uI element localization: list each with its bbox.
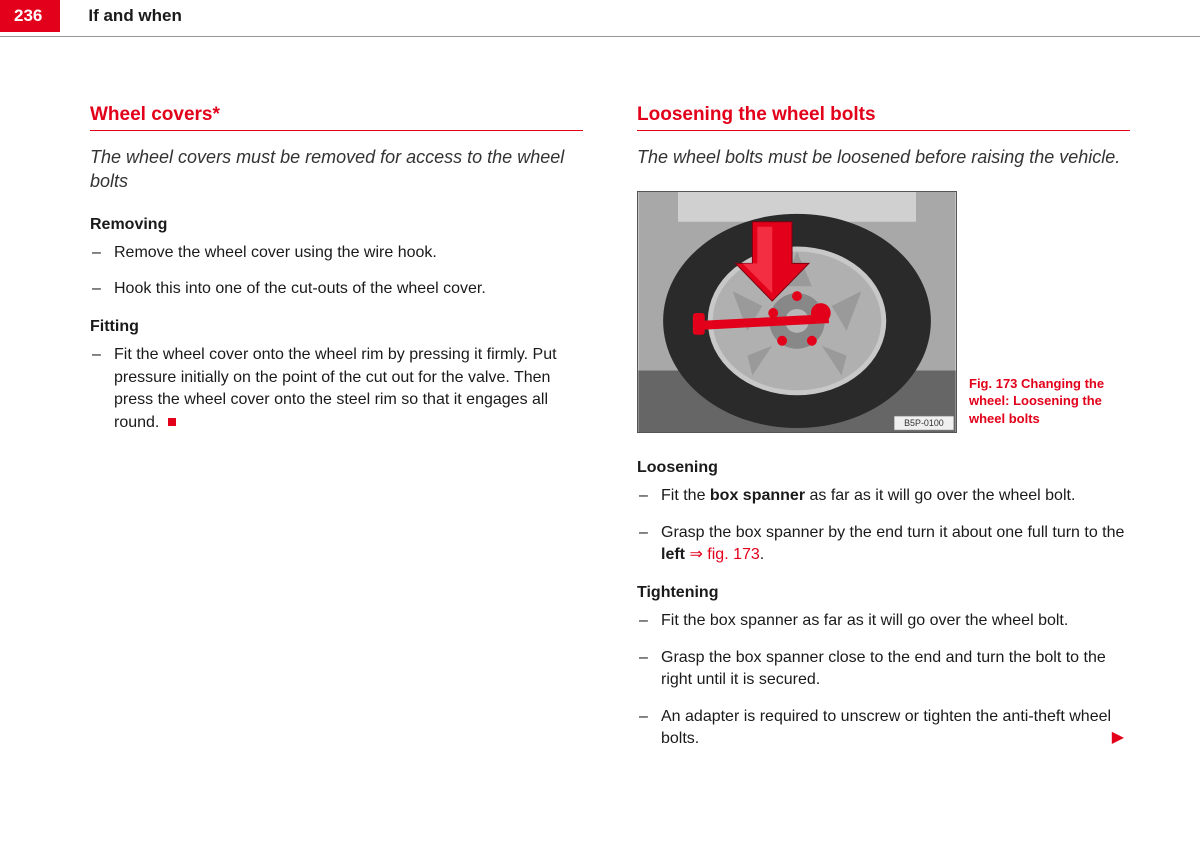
header-divider	[0, 36, 1200, 37]
content-area: Wheel covers* The wheel covers must be r…	[0, 44, 1200, 764]
subheading-fitting: Fitting	[90, 318, 583, 336]
bullet-dash: –	[637, 706, 661, 751]
bullet-text: Fit the box spanner as far as it will go…	[661, 485, 1130, 507]
bullet-dash: –	[90, 242, 114, 264]
left-column: Wheel covers* The wheel covers must be r…	[90, 104, 583, 764]
fitting-text: Fit the wheel cover onto the wheel rim b…	[114, 346, 557, 430]
bullet-text: Fit the box spanner as far as it will go…	[661, 610, 1130, 632]
list-item: – Fit the box spanner as far as it will …	[637, 610, 1130, 632]
bullet-text: Remove the wheel cover using the wire ho…	[114, 242, 583, 264]
svg-text:B5P-0100: B5P-0100	[904, 418, 944, 428]
section-heading-wheel-covers: Wheel covers*	[90, 104, 583, 131]
bullet-dash: –	[90, 278, 114, 300]
figure-caption: Fig. 173 Changing the wheel: Loosening t…	[969, 375, 1129, 434]
list-item: – Fit the box spanner as far as it will …	[637, 485, 1130, 507]
list-item: – Fit the wheel cover onto the wheel rim…	[90, 344, 583, 434]
section-heading-loosening: Loosening the wheel bolts	[637, 104, 1130, 131]
bullet-text: An adapter is required to unscrew or tig…	[661, 706, 1130, 751]
arrow-ref-icon: ⇒	[689, 546, 702, 563]
bullet-dash: –	[637, 647, 661, 692]
intro-loosening: The wheel bolts must be loosened before …	[637, 145, 1130, 169]
intro-wheel-covers: The wheel covers must be removed for acc…	[90, 145, 583, 194]
figure-container: B5P-0100 Fig. 173 Changing the wheel: Lo…	[637, 191, 1130, 433]
page-header: 236 If and when	[0, 0, 1200, 44]
end-marker-icon	[168, 418, 176, 426]
figure-173-image: B5P-0100	[637, 191, 957, 433]
continue-arrow-icon: ▶	[1112, 727, 1124, 747]
list-item: – Hook this into one of the cut-outs of …	[90, 278, 583, 300]
figure-reference: fig. 173	[703, 546, 760, 563]
list-item: – An adapter is required to unscrew or t…	[637, 706, 1130, 751]
right-column: Loosening the wheel bolts The wheel bolt…	[637, 104, 1130, 764]
list-item: – Remove the wheel cover using the wire …	[90, 242, 583, 264]
list-item: – Grasp the box spanner close to the end…	[637, 647, 1130, 692]
bullet-text: Hook this into one of the cut-outs of th…	[114, 278, 583, 300]
header-title: If and when	[60, 0, 182, 26]
list-item: – Grasp the box spanner by the end turn …	[637, 522, 1130, 567]
subheading-removing: Removing	[90, 216, 583, 234]
bullet-dash: –	[90, 344, 114, 434]
bullet-dash: –	[637, 610, 661, 632]
bullet-text: Grasp the box spanner close to the end a…	[661, 647, 1130, 692]
page-number: 236	[0, 0, 60, 32]
bullet-dash: –	[637, 522, 661, 567]
bullet-text: Fit the wheel cover onto the wheel rim b…	[114, 344, 583, 434]
subheading-tightening: Tightening	[637, 584, 1130, 602]
bullet-dash: –	[637, 485, 661, 507]
subheading-loosening-steps: Loosening	[637, 459, 1130, 477]
bullet-text: Grasp the box spanner by the end turn it…	[661, 522, 1130, 567]
